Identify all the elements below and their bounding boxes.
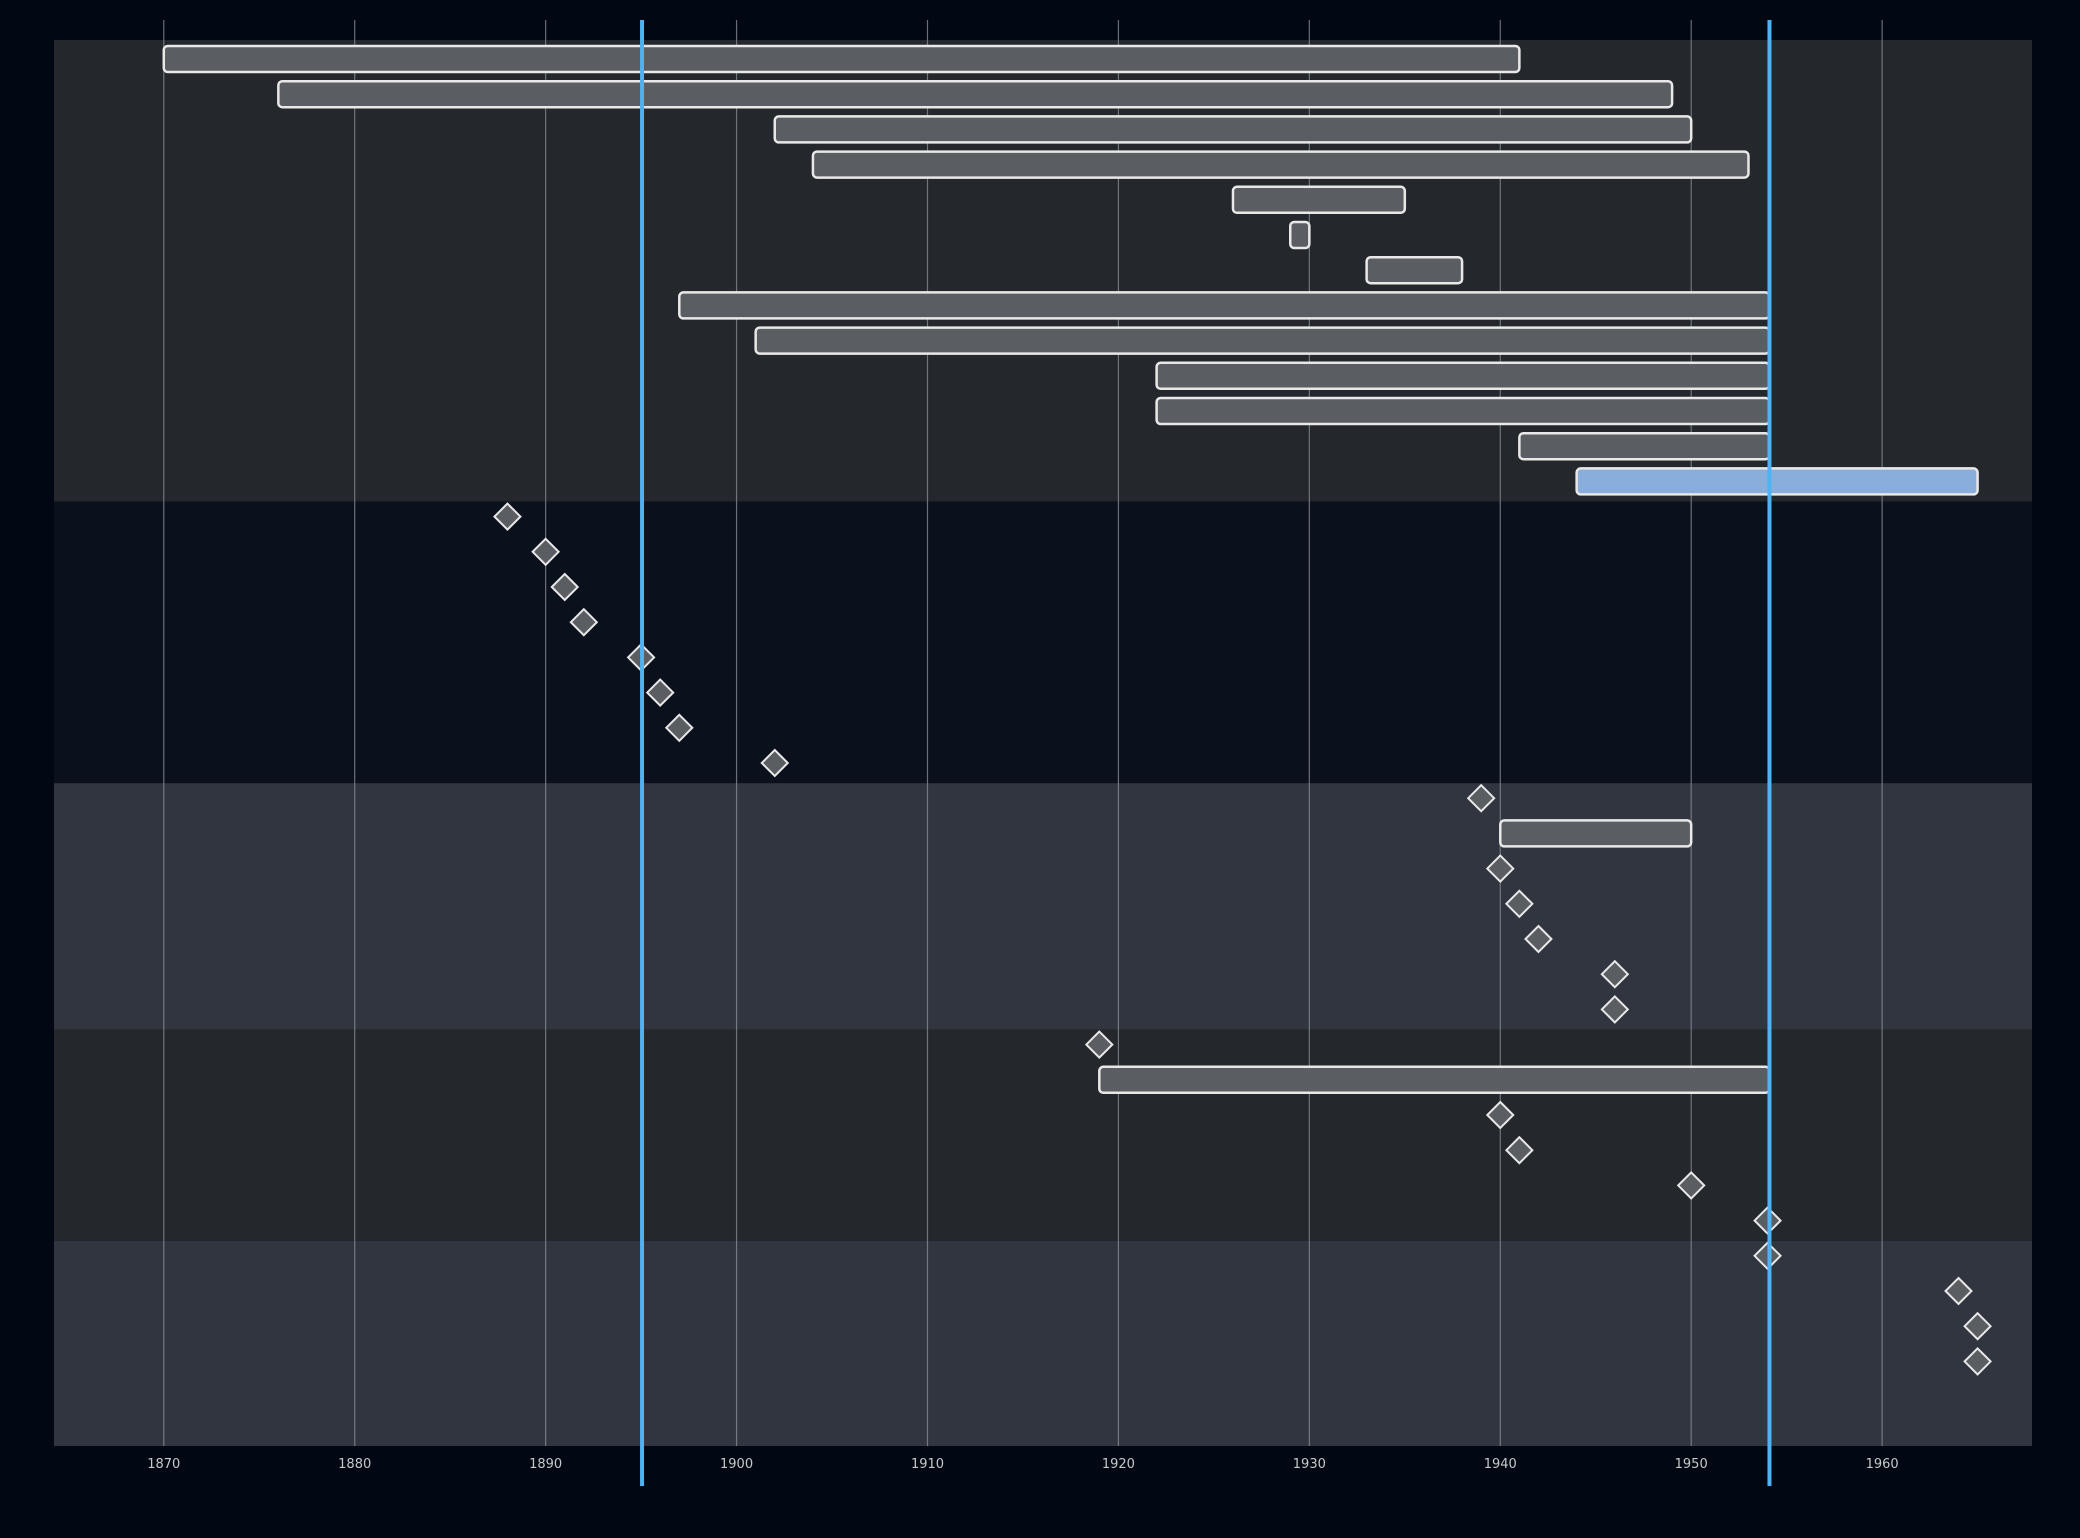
range-bar — [1575, 467, 1979, 496]
event-diamond — [1504, 889, 1534, 919]
event-diamond — [569, 607, 599, 637]
event-diamond — [1504, 1135, 1534, 1165]
tick-label: 1910 — [911, 1457, 944, 1472]
range-bar — [1155, 396, 1771, 426]
event-diamond — [1485, 1100, 1515, 1130]
range-bar — [162, 44, 1521, 74]
event-diamond — [1485, 854, 1515, 884]
range-bar — [277, 79, 1674, 109]
group-band — [54, 501, 2032, 784]
range-bar — [1098, 1065, 1771, 1095]
tick-label: 1890 — [529, 1457, 562, 1472]
event-diamond — [550, 572, 580, 602]
event-diamond — [760, 748, 790, 778]
range-bar — [1289, 220, 1311, 250]
tick-label: 1880 — [338, 1457, 371, 1472]
tick-label: 1950 — [1675, 1457, 1708, 1472]
range-bar — [1155, 361, 1771, 391]
event-diamond — [664, 713, 694, 743]
range-bar — [754, 326, 1771, 355]
event-diamond — [1676, 1170, 1706, 1200]
event-diamond — [1963, 1346, 1993, 1376]
time-markers — [640, 20, 1772, 1486]
range-bar — [678, 291, 1771, 320]
range-bar — [1231, 185, 1407, 215]
event-diamond — [531, 537, 561, 567]
range-bar — [1518, 431, 1771, 461]
timeline-items — [162, 44, 1993, 1376]
event-diamond — [1963, 1311, 1993, 1341]
group-band — [54, 1240, 2032, 1446]
range-bar — [773, 115, 1693, 144]
tick-label: 1870 — [147, 1457, 180, 1472]
range-bar — [1499, 819, 1693, 848]
tick-label: 1930 — [1293, 1457, 1326, 1472]
range-bar — [1365, 255, 1464, 285]
tick-label: 1920 — [1102, 1457, 1135, 1472]
tick-label: 1940 — [1484, 1457, 1517, 1472]
tick-label: 1900 — [720, 1457, 753, 1472]
group-band — [54, 783, 2032, 1030]
tick-label: 1960 — [1866, 1457, 1899, 1472]
event-diamond — [645, 678, 675, 708]
event-diamond — [1466, 783, 1496, 813]
range-bar — [811, 150, 1750, 179]
event-diamond — [1600, 959, 1630, 989]
gridlines — [163, 20, 1883, 1446]
event-diamond — [493, 502, 522, 532]
group-band — [54, 1029, 2032, 1241]
event-diamond — [1600, 994, 1630, 1024]
group-bands — [54, 40, 2032, 1446]
event-diamond — [1944, 1276, 1973, 1306]
x-axis-ticks: 1870 1880 1890 1900 1910 1920 1930 1940 1950 1960 — [147, 1457, 1898, 1472]
event-diamond — [1524, 924, 1553, 954]
event-diamond — [1084, 1030, 1114, 1060]
